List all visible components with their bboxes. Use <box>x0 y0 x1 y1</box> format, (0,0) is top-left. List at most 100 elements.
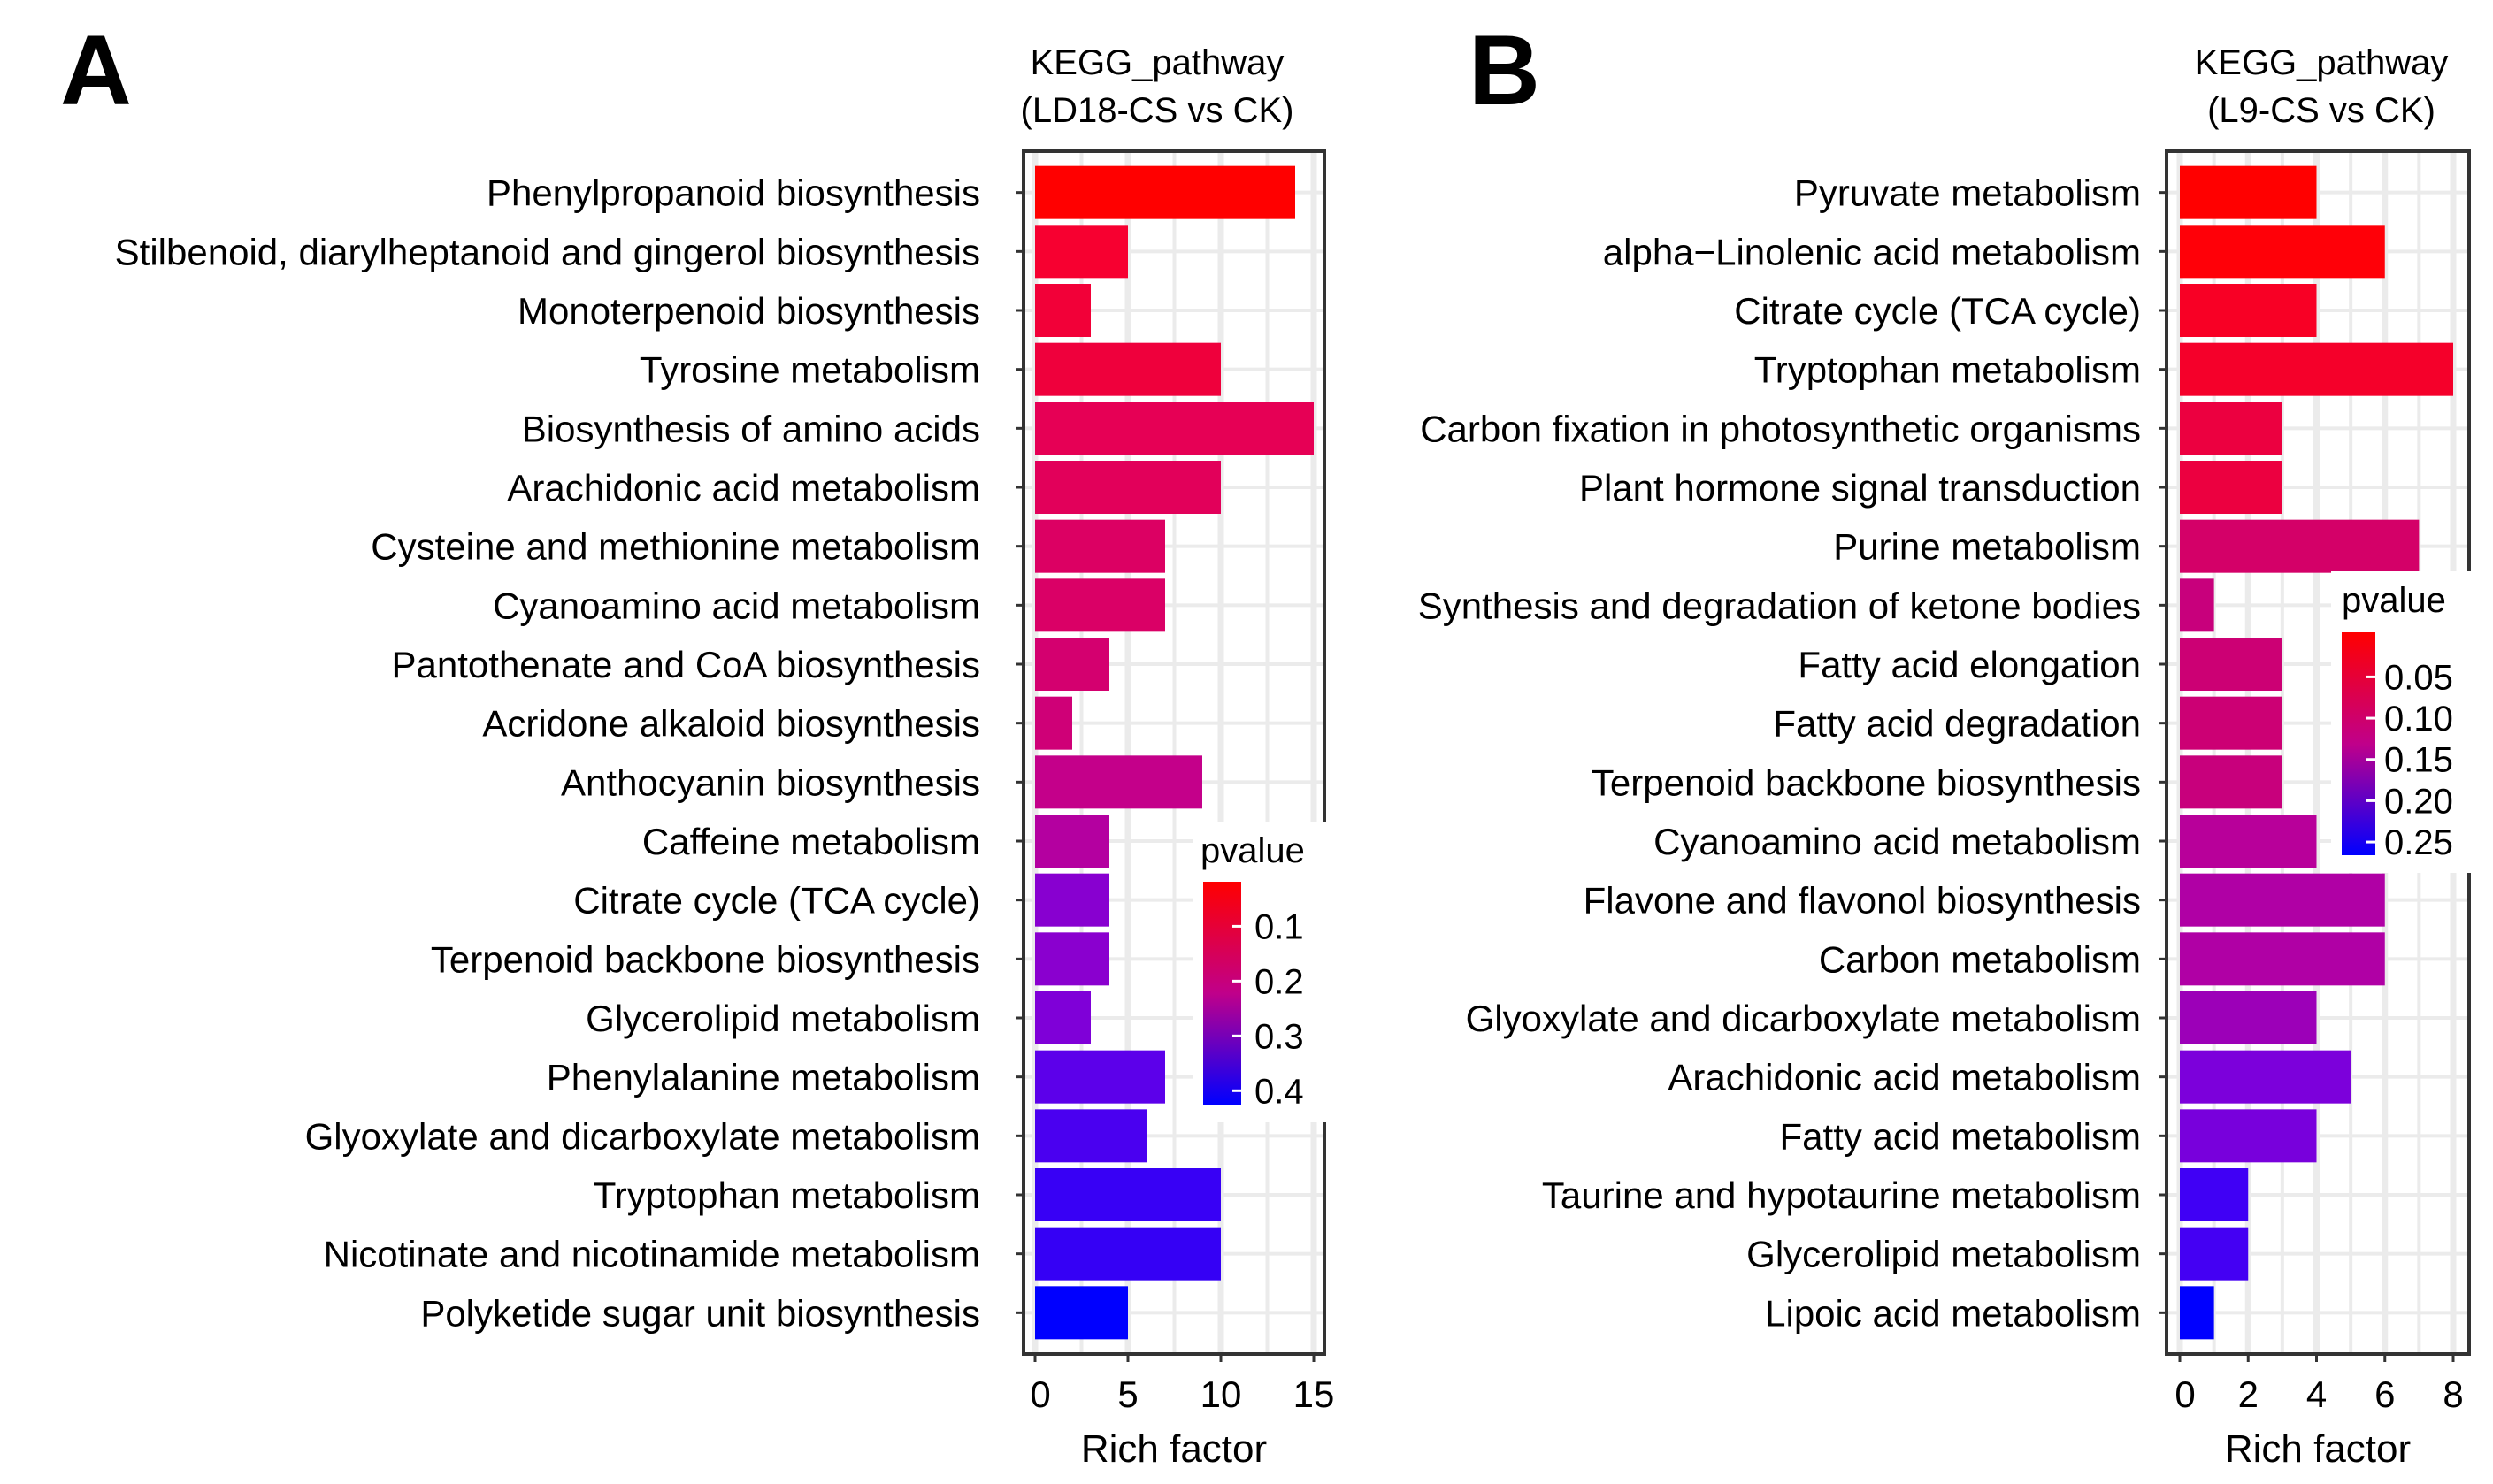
y-tick-label: Tyrosine metabolism <box>640 349 980 391</box>
y-tick-label: Carbon metabolism <box>1819 938 2141 980</box>
x-tick-label: 2 <box>2238 1373 2259 1415</box>
x-axis-label: Rich factor <box>2225 1427 2411 1471</box>
y-tick-label: Stilbenoid, diarylheptanoid and gingerol… <box>115 231 980 272</box>
y-tick-label: Citrate cycle (TCA cycle) <box>573 880 980 922</box>
bar <box>1035 991 1091 1044</box>
x-tick-label: 8 <box>2443 1373 2463 1415</box>
y-tick-label: Cysteine and methionine metabolism <box>371 526 980 568</box>
y-tick-label: Glyoxylate and dicarboxylate metabolism <box>1466 998 2141 1039</box>
bar <box>1035 342 1221 396</box>
y-tick-label: Caffeine metabolism <box>642 821 980 862</box>
y-tick-label: Tryptophan metabolism <box>594 1174 980 1216</box>
y-tick-label: Arachidonic acid metabolism <box>1668 1057 2141 1098</box>
panel-label: B <box>1469 15 1540 126</box>
y-tick-label: Flavone and flavonol biosynthesis <box>1584 880 2141 922</box>
x-tick-label: 0 <box>2175 1373 2195 1415</box>
bar <box>2180 225 2385 279</box>
bar <box>1035 1050 1165 1104</box>
legend-title: pvalue <box>2342 581 2446 620</box>
bar <box>2180 284 2317 337</box>
y-tick-label: alpha−Linolenic acid metabolism <box>1603 231 2141 272</box>
y-tick-label: Carbon fixation in photosynthetic organi… <box>1420 408 2141 449</box>
panel-border <box>1022 149 1326 1356</box>
y-tick-label: Plant hormone signal transduction <box>1579 467 2141 509</box>
bar <box>1035 461 1221 514</box>
x-tick-label: 4 <box>2306 1373 2327 1415</box>
legend-tick-label: 0.3 <box>1254 1017 1304 1056</box>
legend-tick-label: 0.1 <box>1254 907 1304 946</box>
chart-subtitle: (LD18-CS vs CK) <box>1021 91 1294 130</box>
bar <box>2180 1286 2214 1340</box>
legend-tick-label: 0.15 <box>2384 741 2453 780</box>
panel-label: A <box>60 15 132 126</box>
bar <box>1035 225 1128 279</box>
bar <box>2180 1168 2249 1221</box>
y-tick-label: Terpenoid backbone biosynthesis <box>431 938 980 980</box>
legend-colorbar <box>2342 632 2375 855</box>
legend-tick-label: 0.05 <box>2384 658 2453 697</box>
chart-title: KEGG_pathway <box>1031 43 1285 82</box>
bar <box>2180 519 2420 573</box>
bar <box>1035 402 1314 455</box>
bar <box>1035 165 1295 219</box>
bar <box>1035 638 1109 691</box>
y-tick-label: Phenylpropanoid biosynthesis <box>487 172 980 214</box>
y-tick-label: Glycerolipid metabolism <box>586 998 980 1039</box>
bar <box>2180 815 2317 868</box>
bar <box>1035 873 1109 927</box>
y-tick-label: Taurine and hypotaurine metabolism <box>1542 1174 2141 1216</box>
bar <box>2180 932 2385 986</box>
bar <box>1035 1286 1128 1340</box>
y-tick-label: Arachidonic acid metabolism <box>507 467 980 509</box>
bar <box>2180 1227 2249 1281</box>
bar <box>1035 932 1109 986</box>
y-tick-label: Lipoic acid metabolism <box>1765 1292 2141 1334</box>
y-tick-label: Pyruvate metabolism <box>1794 172 2141 214</box>
y-tick-label: Nicotinate and nicotinamide metabolism <box>324 1234 980 1275</box>
legend-tick-label: 0.25 <box>2384 823 2453 862</box>
bar <box>2180 1050 2351 1104</box>
bar <box>1035 519 1165 573</box>
legend-colorbar <box>1203 882 1241 1105</box>
y-tick-label: Biosynthesis of amino acids <box>522 408 980 449</box>
y-tick-label: Cyanoamino acid metabolism <box>493 585 980 626</box>
y-tick-label: Glyoxylate and dicarboxylate metabolism <box>305 1115 980 1157</box>
y-tick-label: Glycerolipid metabolism <box>1746 1234 2141 1275</box>
bar <box>2180 991 2317 1044</box>
legend-tick-label: 0.2 <box>1254 962 1304 1001</box>
y-tick-label: Purine metabolism <box>1833 526 2141 568</box>
legend-tick-label: 0.4 <box>1254 1072 1304 1111</box>
y-tick-label: Polyketide sugar unit biosynthesis <box>420 1292 980 1334</box>
y-tick-label: Terpenoid backbone biosynthesis <box>1592 761 2141 803</box>
bar <box>2180 755 2282 809</box>
y-tick-label: Acridone alkaloid biosynthesis <box>482 703 980 745</box>
x-tick-label: 0 <box>1030 1373 1050 1415</box>
bar <box>2180 165 2317 219</box>
x-tick-label: 6 <box>2374 1373 2395 1415</box>
y-tick-label: Anthocyanin biosynthesis <box>561 761 980 803</box>
x-axis-label: Rich factor <box>1081 1427 1267 1471</box>
bar <box>1035 1109 1147 1163</box>
x-tick-label: 15 <box>1293 1373 1335 1415</box>
legend-tick-label: 0.20 <box>2384 782 2453 821</box>
y-tick-label: Phenylalanine metabolism <box>547 1057 980 1098</box>
bar <box>2180 873 2385 927</box>
y-tick-label: Citrate cycle (TCA cycle) <box>1734 290 2141 332</box>
bar <box>2180 461 2282 514</box>
bar <box>1035 696 1072 750</box>
y-tick-label: Pantothenate and CoA biosynthesis <box>392 644 980 685</box>
bar <box>1035 1227 1221 1281</box>
y-tick-label: Monoterpenoid biosynthesis <box>518 290 980 332</box>
bar <box>1035 1168 1221 1221</box>
y-tick-label: Fatty acid degradation <box>1773 703 2141 745</box>
bar <box>2180 1109 2317 1163</box>
bar <box>1035 578 1165 632</box>
legend-tick-label: 0.10 <box>2384 700 2453 738</box>
chart-title: KEGG_pathway <box>2195 43 2449 82</box>
bar <box>2180 578 2214 632</box>
bar <box>2180 342 2453 396</box>
bar <box>2180 638 2282 691</box>
legend-title: pvalue <box>1200 831 1305 870</box>
y-tick-label: Fatty acid elongation <box>1798 644 2141 685</box>
